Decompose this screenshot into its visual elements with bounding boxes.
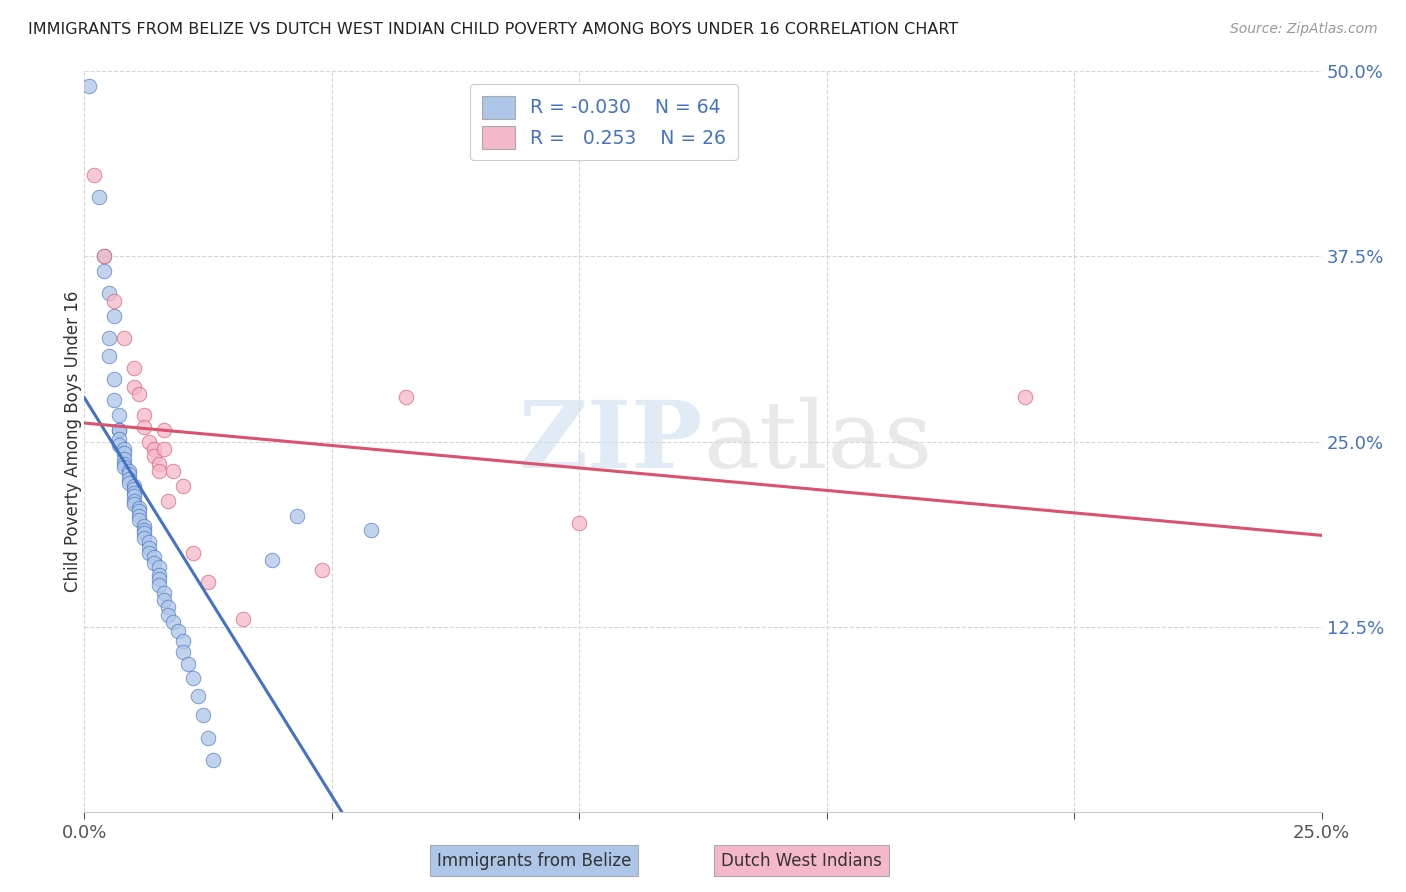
Point [122,489,145,503]
Point [172,479,194,493]
Point [98,331,121,345]
Point [132,419,155,434]
Point [142,442,165,456]
Point [118,467,141,482]
Point [122,482,145,496]
Point [103,293,125,308]
Point [122,479,145,493]
Point [148,572,170,586]
Point [83,168,105,182]
Point [167,624,190,638]
Point [568,516,591,530]
Text: Dutch West Indians: Dutch West Indians [721,852,882,870]
Point [285,508,308,523]
Point [191,708,214,723]
Point [172,645,194,659]
Point [162,464,184,478]
Point [148,567,170,582]
Text: Immigrants from Belize: Immigrants from Belize [437,852,631,870]
Text: IMMIGRANTS FROM BELIZE VS DUTCH WEST INDIAN CHILD POVERTY AMONG BOYS UNDER 16 CO: IMMIGRANTS FROM BELIZE VS DUTCH WEST IND… [28,22,959,37]
Point [177,657,200,671]
Point [138,541,160,556]
Point [181,672,204,686]
Point [132,531,155,545]
Text: atlas: atlas [703,397,932,486]
Point [202,753,225,767]
Point [112,442,135,456]
Point [172,634,194,648]
Point [93,264,115,278]
Point [103,372,125,386]
Point [118,464,141,478]
Point [128,501,150,516]
Point [118,475,141,490]
Point [360,524,382,538]
Point [132,408,155,422]
Point [108,423,131,437]
Y-axis label: Child Poverty Among Boys Under 16: Child Poverty Among Boys Under 16 [65,291,82,592]
Point [148,457,170,471]
Point [122,497,145,511]
Point [142,556,165,570]
Point [152,423,174,437]
Point [132,524,155,538]
Point [138,434,160,449]
Point [142,450,165,464]
Point [138,535,160,549]
Point [157,493,180,508]
Point [152,593,174,607]
Point [112,452,135,467]
Point [108,423,131,437]
Point [181,546,204,560]
Point [152,442,174,456]
Point [112,457,135,471]
Point [148,560,170,574]
Point [152,585,174,599]
Point [93,250,115,264]
Point [79,79,101,94]
Text: Source: ZipAtlas.com: Source: ZipAtlas.com [1230,22,1378,37]
Point [108,408,131,422]
Point [148,578,170,592]
Point [197,731,219,745]
Point [157,600,180,615]
Point [311,563,333,577]
Point [128,387,150,401]
Point [142,549,165,564]
Point [103,393,125,408]
Point [98,349,121,363]
Text: ZIP: ZIP [519,397,703,486]
Point [132,526,155,541]
Point [122,493,145,508]
Legend: R = -0.030    N = 64, R =   0.253    N = 26: R = -0.030 N = 64, R = 0.253 N = 26 [471,85,738,161]
Point [112,459,135,474]
Point [122,380,145,394]
Point [128,508,150,523]
Point [98,286,121,301]
Point [103,309,125,323]
Point [108,432,131,446]
Point [395,390,418,404]
Point [93,250,115,264]
Point [262,553,284,567]
Point [197,575,219,590]
Point [128,513,150,527]
Point [112,446,135,460]
Point [138,546,160,560]
Point [132,519,155,533]
Point [118,471,141,485]
Point [232,612,254,626]
Point [187,690,209,704]
Point [157,607,180,622]
Point [128,504,150,518]
Point [108,437,131,451]
Point [148,464,170,478]
Point [122,360,145,375]
Point [89,190,111,204]
Point [1014,390,1036,404]
Point [162,615,184,630]
Point [112,331,135,345]
Point [122,486,145,500]
